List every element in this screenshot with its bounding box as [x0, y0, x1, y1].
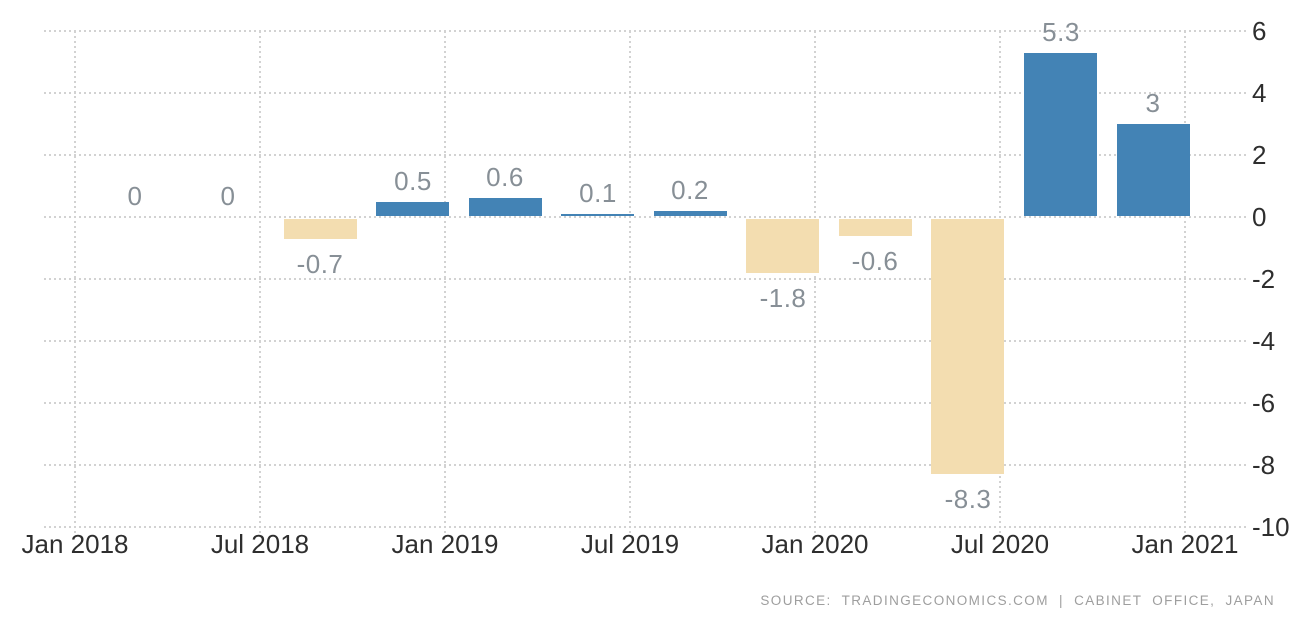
h-gridline	[44, 154, 1248, 156]
h-gridline	[44, 30, 1248, 32]
x-axis-tick-label: Jul 2019	[580, 529, 680, 559]
h-gridline	[44, 216, 1248, 218]
bar-value-label: -0.7	[296, 248, 344, 279]
x-axis-tick-label: Jan 2020	[761, 529, 869, 559]
bar-q4-2018[interactable]	[376, 201, 449, 216]
h-gridline	[44, 278, 1248, 280]
bar-value-label: 0	[220, 181, 236, 211]
bar-q2-2020[interactable]	[931, 219, 1004, 475]
v-gridline	[814, 31, 816, 535]
y-axis-tick-label: 0	[1252, 202, 1267, 232]
x-axis-tick-label: Jul 2020	[950, 529, 1050, 559]
y-axis-tick-label: -10	[1252, 512, 1290, 542]
bar-q3-2020[interactable]	[1024, 52, 1097, 216]
h-gridline	[44, 92, 1248, 94]
x-axis-tick-label: Jul 2018	[210, 529, 310, 559]
y-axis-tick-label: 6	[1252, 16, 1267, 46]
h-gridline	[44, 340, 1248, 342]
bar-value-label: 0.1	[579, 177, 617, 208]
h-gridline	[44, 526, 1248, 528]
y-axis-tick-label: -8	[1252, 450, 1276, 480]
bar-value-label: -0.6	[851, 245, 899, 276]
x-axis-tick-label: Jan 2019	[391, 529, 499, 559]
y-axis-tick-label: 4	[1252, 78, 1267, 108]
v-gridline	[74, 31, 76, 535]
bar-value-label: 5.3	[1042, 16, 1080, 47]
bar-q1-2020[interactable]	[839, 219, 912, 236]
bar-q4-2020[interactable]	[1117, 124, 1190, 216]
bar-value-label: 0.5	[394, 165, 432, 196]
bar-value-label: 0.2	[671, 174, 709, 205]
bar-q4-2019[interactable]	[746, 219, 819, 273]
y-axis-tick-label: -2	[1252, 264, 1276, 294]
y-axis-tick-label: 2	[1252, 140, 1267, 170]
bar-value-label: 0.6	[486, 162, 524, 193]
v-gridline	[259, 31, 261, 535]
bar-q2-2019[interactable]	[561, 213, 634, 216]
bar-q1-2019[interactable]	[469, 198, 542, 216]
y-axis-tick-label: -6	[1252, 388, 1276, 418]
bar-q3-2018[interactable]	[284, 219, 357, 239]
h-gridline	[44, 464, 1248, 466]
v-gridline	[1184, 31, 1186, 535]
x-axis-tick-label: Jan 2021	[1131, 529, 1239, 559]
bar-value-label: -8.3	[944, 484, 992, 515]
v-gridline	[444, 31, 446, 535]
y-axis-tick-label: -4	[1252, 326, 1276, 356]
source-note: SOURCE: TRADINGECONOMICS.COM | CABINET O…	[760, 593, 1275, 608]
bar-q3-2019[interactable]	[654, 210, 727, 216]
bar-value-label: 0	[127, 181, 143, 211]
v-gridline	[629, 31, 631, 535]
x-axis-tick-label: Jan 2018	[21, 529, 129, 559]
bar-value-label: 3	[1145, 88, 1161, 118]
h-gridline	[44, 402, 1248, 404]
bar-value-label: -1.8	[759, 282, 807, 313]
